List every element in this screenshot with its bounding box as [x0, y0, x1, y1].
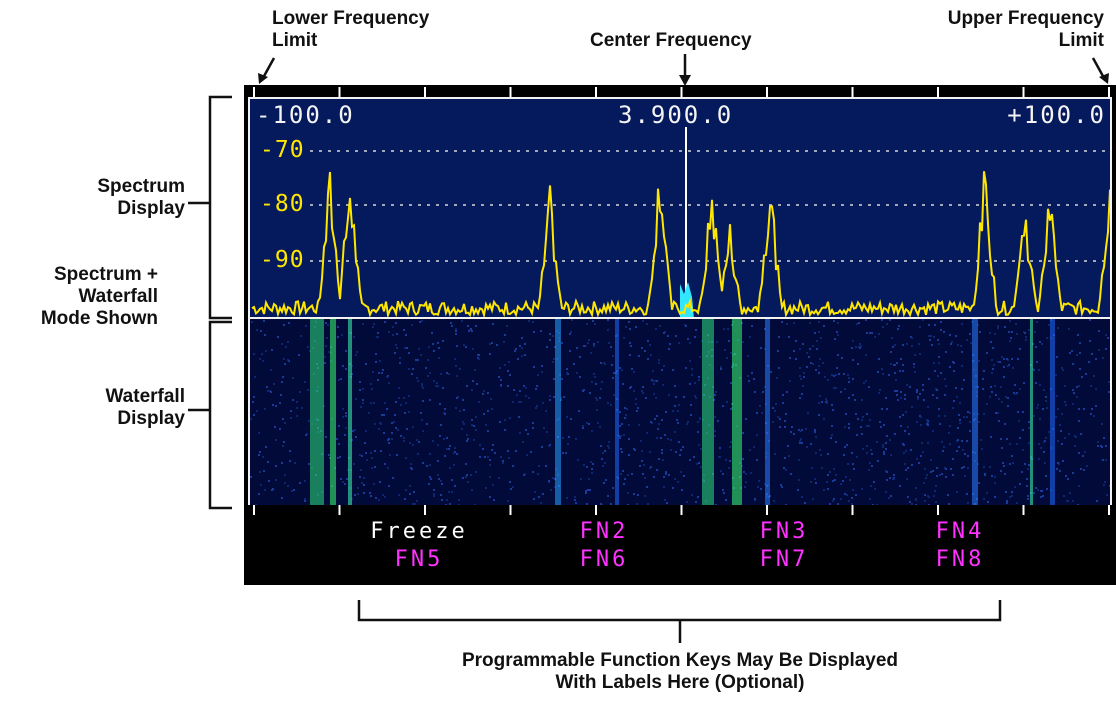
bottom-tick-scale [253, 505, 1110, 515]
spectrum-label-line-1: Spectrum [97, 176, 185, 197]
spectrum-display-label: Spectrum Display [60, 176, 185, 220]
upper-limit-arrow [1091, 57, 1106, 79]
fn5-key-label[interactable]: FN5 [394, 547, 444, 572]
function-keys-bracket [357, 600, 1002, 622]
lower-frequency-limit-label: Lower Frequency Limit [272, 8, 429, 52]
upper-frequency-readout: +100.0 [1007, 101, 1106, 129]
waterfall-signal-streak [972, 319, 978, 505]
waterfall-label-line-2: Display [117, 408, 185, 429]
lower-limit-arrow [261, 57, 276, 79]
waterfall-label-line-1: Waterfall [105, 386, 185, 407]
upper-frequency-limit-label: Upper Frequency Limit [948, 8, 1104, 52]
upper-limit-line-2: Limit [1058, 30, 1104, 51]
db-label-90: -90 [260, 247, 305, 273]
spectrum-label-line-2: Display [117, 198, 185, 219]
fn6-key-label[interactable]: FN6 [579, 547, 629, 572]
spectrum-bracket [208, 95, 232, 320]
freeze-key-label[interactable]: Freeze [370, 519, 468, 544]
mode-label-line-2: Waterfall [78, 286, 158, 307]
lower-limit-line-1: Lower Frequency [272, 8, 430, 29]
waterfall-signal-streak [732, 319, 742, 505]
waterfall-signal-streak [348, 319, 352, 505]
waterfall-signal-streak [615, 319, 619, 505]
waterfall-signal-streak [1030, 319, 1033, 505]
mode-shown-label: Spectrum + Waterfall Mode Shown [0, 264, 158, 330]
center-frequency-label: Center Frequency [590, 30, 752, 52]
waterfall-signal-streak [555, 319, 561, 505]
waterfall-signal-streak [765, 319, 770, 505]
waterfall-display[interactable] [248, 319, 1112, 505]
waterfall-noise [250, 319, 1110, 505]
center-frequency-readout: 3.900.0 [618, 101, 734, 129]
center-label-text: Center Frequency [590, 30, 752, 51]
panadapter-screen: -100.0 3.900.0 +100.0 -70 -80 -90 Freeze… [244, 85, 1116, 585]
upper-limit-line-1: Upper Frequency [947, 8, 1104, 29]
center-arrowhead [679, 75, 691, 86]
lower-limit-arrowhead [258, 73, 268, 84]
spectrum-display[interactable]: -100.0 3.900.0 +100.0 -70 -80 -90 [248, 97, 1112, 319]
db-label-80: -80 [260, 191, 305, 217]
waterfall-bracket [208, 320, 232, 510]
waterfall-display-label: Waterfall Display [60, 386, 185, 430]
fn4-key-label[interactable]: FN4 [935, 519, 985, 544]
cyan-signal-marker [680, 282, 694, 317]
fn3-key-label[interactable]: FN3 [759, 519, 809, 544]
db-label-70: -70 [260, 137, 305, 163]
function-keys-label: Programmable Function Keys May Be Displa… [340, 650, 1020, 694]
spectrum-trace [251, 171, 1110, 317]
upper-limit-arrowhead [1099, 73, 1109, 84]
mode-label-line-3: Mode Shown [40, 308, 158, 329]
lower-limit-line-2: Limit [272, 30, 318, 51]
function-keys-line-1: Programmable Function Keys May Be Displa… [461, 650, 899, 671]
waterfall-signal-streak [1050, 319, 1055, 505]
waterfall-signal-streak [310, 319, 324, 505]
function-keys-line-2: With Labels Here (Optional) [555, 672, 805, 693]
spectrum-trace-area [251, 127, 1110, 317]
fn2-key-label[interactable]: FN2 [579, 519, 629, 544]
lower-frequency-readout: -100.0 [256, 101, 355, 129]
waterfall-signal-streak [702, 319, 714, 505]
waterfall-image [250, 319, 1110, 505]
fn8-key-label[interactable]: FN8 [935, 547, 985, 572]
waterfall-signal-streak [330, 319, 336, 505]
top-tick-scale [253, 87, 1110, 97]
mode-label-line-1: Spectrum + [53, 264, 158, 285]
fn7-key-label[interactable]: FN7 [759, 547, 809, 572]
